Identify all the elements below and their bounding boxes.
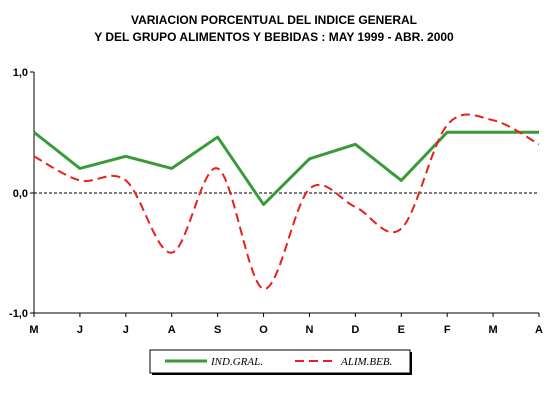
legend-label-alim-beb: ALIM.BEB. (340, 356, 392, 368)
x-tick-label: A (535, 324, 543, 336)
x-tick-label: S (214, 324, 221, 336)
x-tick-label: M (29, 324, 38, 336)
series-line-1 (33, 113, 540, 290)
chart-title-line2: Y DEL GRUPO ALIMENTOS Y BEBIDAS : MAY 19… (94, 30, 454, 44)
y-tick-label-zero: 0,0 (13, 188, 28, 200)
x-tick-label: N (305, 324, 313, 336)
x-tick-label: D (351, 324, 359, 336)
x-tick-label: E (398, 324, 405, 336)
y-tick-label-max: 1,0 (13, 67, 28, 79)
x-tick-label: O (259, 324, 268, 336)
chart-title-line1: VARIACION PORCENTUAL DEL INDICE GENERAL (131, 13, 417, 27)
x-tick-label: J (77, 324, 83, 336)
x-tick-label: F (444, 324, 451, 336)
y-tick-label-min: -1,0 (9, 308, 28, 320)
x-tick-label: M (489, 324, 498, 336)
legend-shadow-right (410, 352, 412, 375)
legend-shadow-bottom (152, 373, 412, 375)
legend-label-ind-gral: IND.GRAL. (210, 356, 263, 368)
series-line-0 (33, 130, 539, 207)
series-layer (33, 113, 540, 290)
x-tick-label: A (168, 324, 176, 336)
x-tick-label: J (123, 324, 129, 336)
